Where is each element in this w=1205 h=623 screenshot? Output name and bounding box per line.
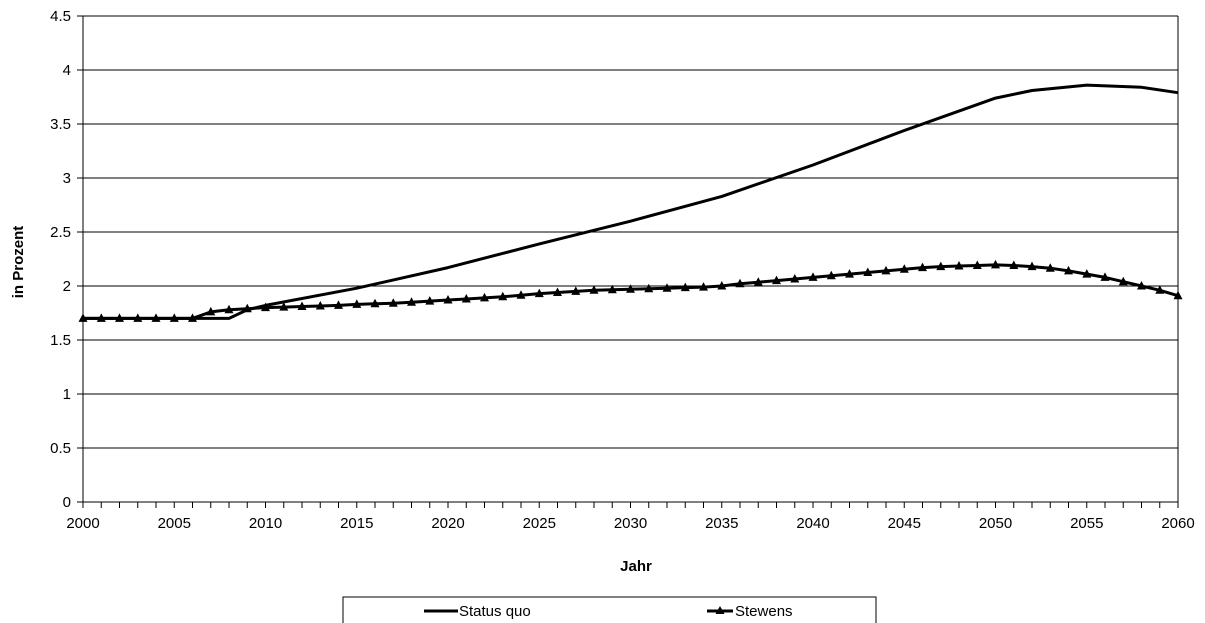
- x-tick-label: 2000: [66, 515, 99, 532]
- x-tick-label: 2030: [614, 515, 647, 532]
- data-point-stewens: [315, 301, 325, 310]
- y-tick-label: 3.5: [50, 116, 71, 133]
- data-point-stewens: [443, 295, 453, 304]
- y-tick-label: 2.5: [50, 224, 71, 241]
- data-point-stewens: [644, 283, 654, 293]
- data-point-stewens: [1082, 269, 1092, 278]
- data-point-stewens: [169, 313, 179, 322]
- series-line-status-quo: [83, 83, 1179, 320]
- data-point-stewens: [480, 292, 489, 302]
- data-point-stewens: [954, 261, 964, 270]
- data-point-stewens: [589, 285, 599, 294]
- data-point-stewens: [242, 303, 252, 313]
- data-point-stewens: [845, 269, 854, 278]
- data-point-stewens: [662, 283, 672, 292]
- data-point-stewens: [388, 298, 398, 307]
- data-point-stewens: [1100, 272, 1110, 281]
- x-tick-label: 2045: [888, 515, 921, 532]
- y-tick-label: 0: [63, 494, 71, 511]
- y-tick-label: 1: [63, 386, 71, 403]
- y-tick-label: 2: [63, 278, 71, 295]
- data-point-stewens: [717, 281, 727, 290]
- data-point-stewens: [279, 302, 289, 311]
- y-tick-label: 4.5: [50, 8, 71, 25]
- data-point-stewens: [133, 313, 143, 322]
- data-point-stewens: [936, 261, 946, 271]
- data-point-stewens: [151, 313, 161, 322]
- data-point-stewens: [188, 313, 197, 322]
- data-point-stewens: [753, 277, 763, 286]
- x-tick-label: 2005: [158, 515, 191, 532]
- data-point-stewens: [790, 274, 800, 283]
- data-point-stewens: [425, 296, 435, 305]
- gridlines: [83, 15, 1178, 449]
- x-tick-label: 2035: [705, 515, 738, 532]
- x-tick-label: 2040: [796, 515, 829, 532]
- data-point-stewens: [96, 313, 106, 322]
- data-point-stewens: [370, 298, 380, 308]
- data-point-stewens: [881, 265, 891, 275]
- y-tick-label: 3: [63, 170, 71, 187]
- data-point-stewens: [699, 282, 708, 291]
- data-point-stewens: [1009, 260, 1019, 269]
- data-point-stewens: [516, 290, 526, 299]
- y-axis-title: in Prozent: [10, 226, 27, 299]
- legend-label-status-quo: Status quo: [459, 603, 531, 620]
- legend-label-stewens: Stewens: [735, 603, 793, 620]
- data-point-stewens: [826, 270, 836, 280]
- data-point-stewens: [553, 287, 562, 296]
- x-tick-label: 2015: [340, 515, 373, 532]
- data-point-stewens: [772, 275, 781, 285]
- data-point-stewens: [735, 278, 745, 288]
- data-point-stewens: [680, 282, 690, 292]
- series-layer: [78, 83, 1183, 322]
- data-point-stewens: [1137, 281, 1146, 290]
- legend: Status quo Stewens: [342, 596, 877, 623]
- data-point-stewens: [571, 286, 581, 295]
- data-point-stewens: [115, 313, 124, 322]
- data-point-stewens: [1173, 290, 1183, 300]
- data-point-stewens: [991, 259, 1000, 269]
- y-axis-ticks: 0 0.5 1 1.5 2 2.5 3 3.5 4 4.5: [50, 8, 83, 511]
- x-axis-ticks: 2000 2005 2010 2015 2020 2025 2030 2035 2040 2045…: [66, 502, 1195, 532]
- data-point-stewens: [1045, 263, 1055, 272]
- x-tick-label: 2060: [1161, 515, 1194, 532]
- data-point-stewens: [334, 300, 343, 309]
- x-tick-label: 2020: [431, 515, 464, 532]
- data-point-stewens: [972, 260, 982, 269]
- x-tick-label: 2050: [979, 515, 1012, 532]
- x-tick-label: 2025: [523, 515, 556, 532]
- data-point-stewens: [224, 304, 234, 314]
- y-tick-label: 0.5: [50, 440, 71, 457]
- y-tick-label: 4: [63, 62, 71, 79]
- data-point-stewens: [297, 301, 307, 310]
- y-tick-label: 1.5: [50, 332, 71, 349]
- data-point-stewens: [78, 313, 88, 322]
- x-tick-label: 2010: [249, 515, 282, 532]
- data-point-stewens: [1155, 285, 1165, 294]
- data-point-stewens: [461, 294, 471, 303]
- x-axis-title: Jahr: [620, 558, 652, 575]
- data-point-stewens: [407, 297, 416, 306]
- data-point-stewens: [498, 291, 508, 301]
- data-point-stewens: [352, 299, 362, 308]
- data-point-stewens: [261, 302, 270, 312]
- data-point-stewens: [626, 284, 635, 293]
- axes: [82, 16, 1179, 503]
- data-point-stewens: [863, 267, 873, 276]
- data-point-stewens: [808, 272, 818, 281]
- data-point-stewens: [607, 284, 617, 294]
- legend-marker-stewens: [715, 606, 725, 614]
- data-point-stewens: [918, 262, 927, 272]
- data-point-stewens: [1118, 276, 1128, 286]
- data-point-stewens: [1064, 265, 1073, 275]
- legend-box: [342, 596, 877, 623]
- x-tick-label: 2055: [1070, 515, 1103, 532]
- data-point-stewens: [534, 288, 544, 298]
- data-point-stewens: [206, 306, 216, 316]
- data-point-stewens: [899, 264, 909, 273]
- data-point-stewens: [1027, 261, 1037, 271]
